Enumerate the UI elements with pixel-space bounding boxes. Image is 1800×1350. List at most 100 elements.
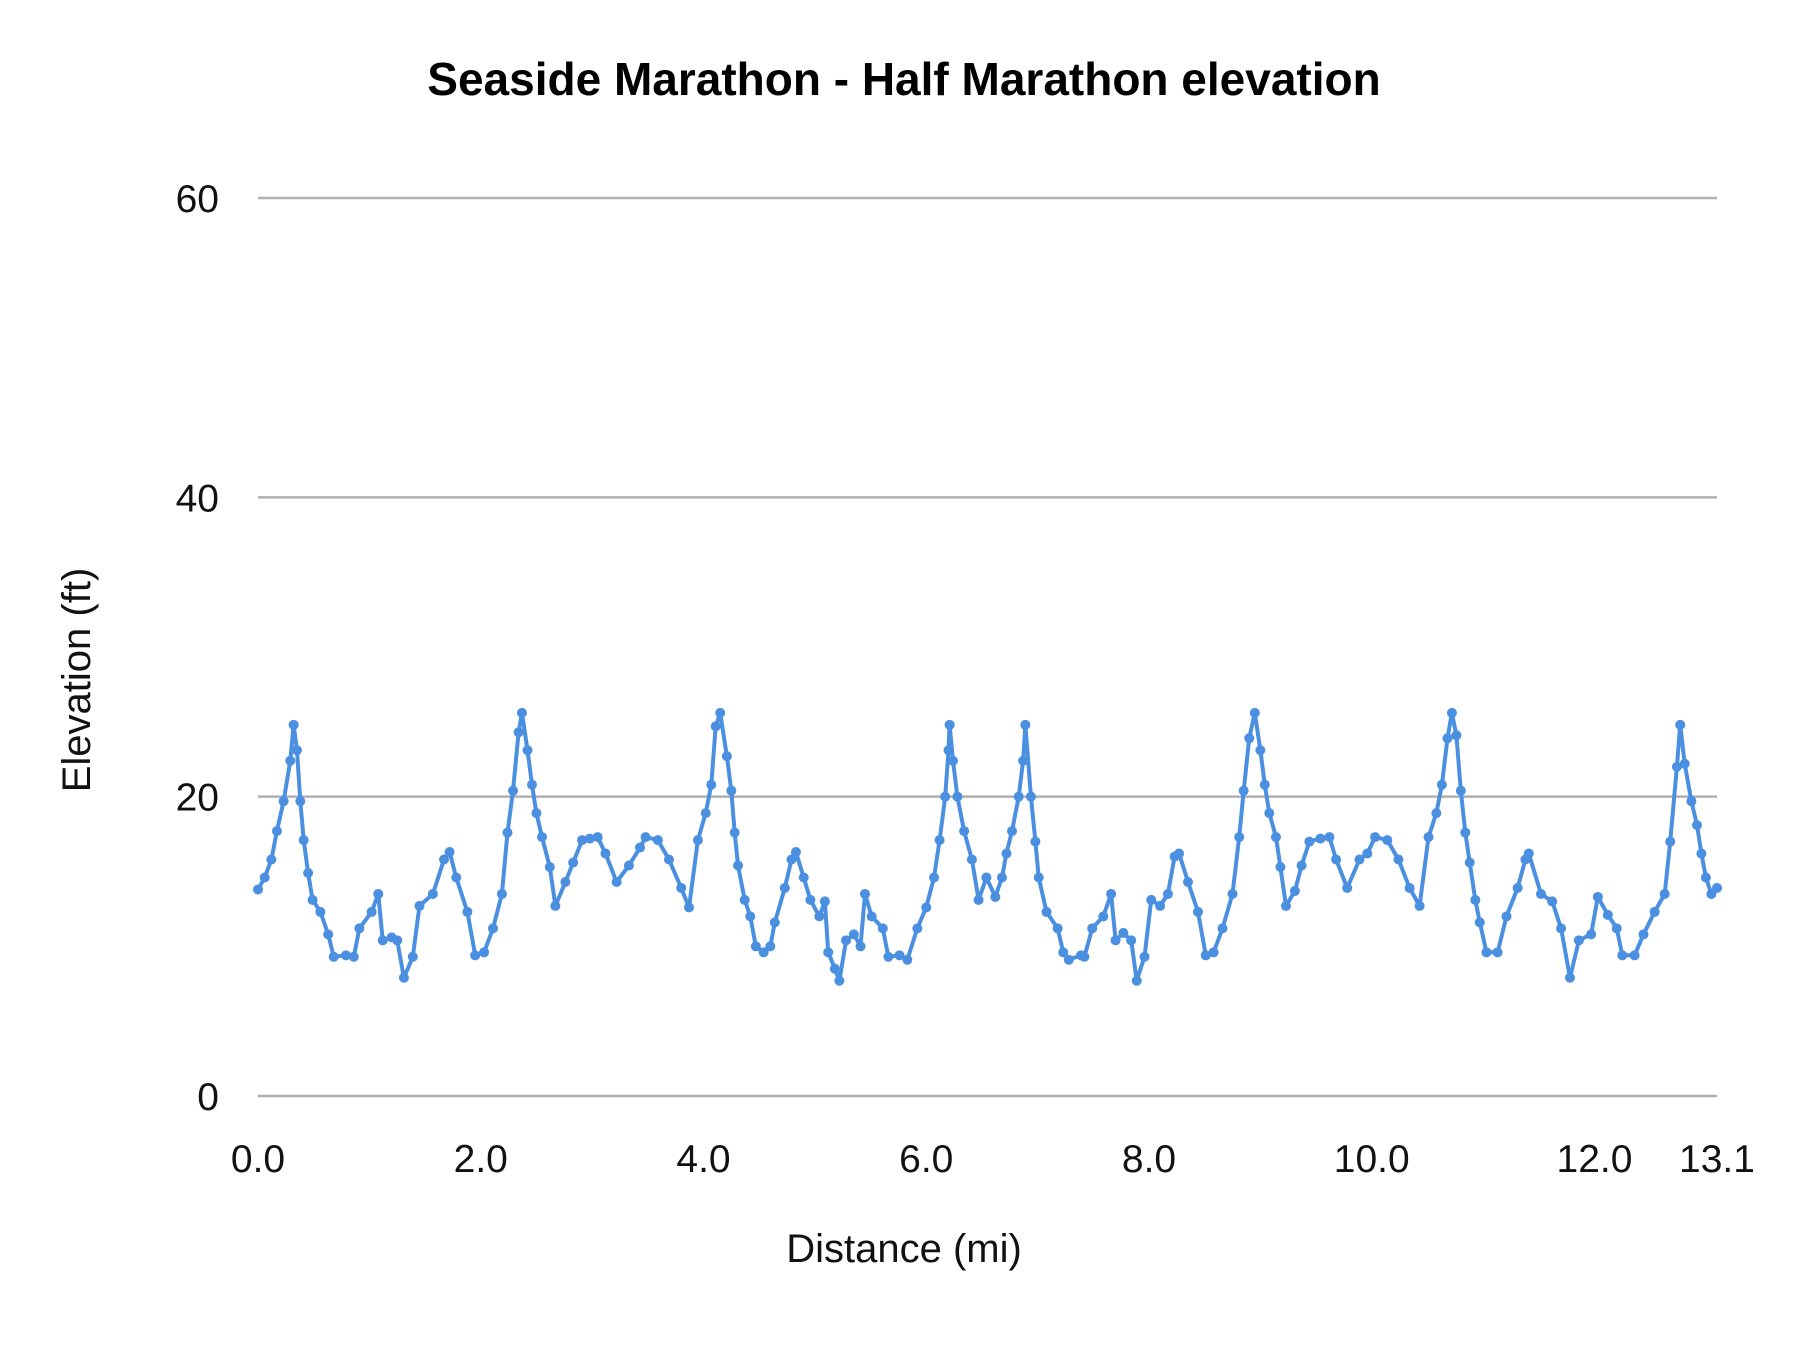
data-point — [1629, 950, 1640, 961]
data-point — [1501, 911, 1512, 922]
data-point — [663, 854, 674, 865]
data-point — [1617, 950, 1628, 961]
data-point — [1110, 935, 1121, 946]
data-point — [877, 923, 888, 934]
data-point — [1264, 808, 1275, 819]
data-point — [1455, 785, 1466, 796]
data-point — [427, 888, 438, 899]
data-point — [366, 906, 377, 917]
data-point — [537, 832, 548, 843]
data-point — [726, 785, 737, 796]
data-point — [990, 891, 1001, 902]
data-point — [1523, 848, 1534, 859]
data-point — [1238, 785, 1249, 796]
data-point — [635, 842, 646, 853]
data-point — [1025, 791, 1036, 802]
data-point — [1007, 826, 1018, 837]
data-point — [1393, 854, 1404, 865]
data-point — [1131, 975, 1142, 986]
x-tick-label: 4.0 — [676, 1138, 730, 1181]
data-point — [1030, 836, 1041, 847]
data-point — [577, 835, 588, 846]
data-point — [348, 951, 359, 962]
elevation-line — [256, 710, 1719, 983]
x-tick-label: 6.0 — [899, 1138, 953, 1181]
data-point — [487, 923, 498, 934]
x-axis-ticks: 0.0 2.0 4.0 6.0 8.0 10.0 12.0 13.1 — [231, 1138, 1755, 1181]
data-point — [973, 894, 984, 905]
data-point — [438, 854, 449, 865]
data-point — [640, 832, 651, 843]
data-point — [921, 902, 932, 913]
y-tick-label: 40 — [176, 477, 219, 520]
data-point — [470, 950, 481, 961]
data-point — [266, 854, 277, 865]
data-point — [508, 785, 519, 796]
data-point — [1414, 900, 1425, 911]
data-point — [1671, 761, 1682, 772]
data-point — [1547, 896, 1558, 907]
data-point — [750, 941, 761, 952]
x-tick-label: 12.0 — [1557, 1138, 1633, 1181]
data-point — [1227, 888, 1238, 899]
y-tick-label: 0 — [197, 1076, 219, 1119]
data-point — [894, 950, 905, 961]
data-point — [623, 860, 634, 871]
data-point — [531, 808, 542, 819]
data-point — [934, 835, 945, 846]
data-point — [253, 884, 263, 895]
data-point — [1700, 872, 1711, 883]
data-point — [298, 835, 309, 846]
data-point — [1304, 836, 1315, 847]
data-point — [611, 876, 622, 887]
data-point — [584, 833, 595, 844]
y-tick-label: 20 — [176, 777, 219, 820]
y-axis-ticks: 0 20 40 60 — [176, 178, 219, 1119]
data-point — [834, 975, 845, 986]
data-point — [288, 719, 299, 730]
data-point — [291, 745, 302, 756]
data-point — [706, 779, 717, 790]
data-point — [700, 808, 711, 819]
data-point — [1192, 906, 1203, 917]
data-point — [1139, 951, 1150, 962]
data-point — [1431, 808, 1442, 819]
data-point — [1001, 848, 1012, 859]
data-point — [1063, 954, 1074, 965]
data-point — [1249, 707, 1260, 718]
data-point — [1244, 733, 1255, 744]
data-point — [550, 900, 561, 911]
data-point — [1370, 832, 1381, 843]
data-point — [1324, 832, 1335, 843]
data-point — [1649, 906, 1660, 917]
data-point — [526, 779, 537, 790]
data-point — [733, 860, 744, 871]
data-point — [1464, 857, 1475, 868]
data-point — [1041, 906, 1052, 917]
data-point — [451, 872, 462, 883]
data-point — [1686, 796, 1697, 807]
data-point — [560, 876, 571, 887]
data-point — [710, 721, 721, 732]
data-point — [1217, 923, 1228, 934]
data-point — [1275, 862, 1286, 873]
data-point — [1315, 833, 1326, 844]
data-point — [940, 791, 951, 802]
data-point — [790, 847, 801, 858]
data-point — [392, 935, 403, 946]
data-point — [1296, 860, 1307, 871]
data-point — [952, 791, 963, 802]
data-point — [1602, 909, 1613, 920]
data-point — [819, 896, 830, 907]
data-point — [1331, 854, 1342, 865]
data-point — [959, 826, 970, 837]
data-point — [929, 872, 940, 883]
data-point — [758, 947, 769, 958]
data-point — [996, 872, 1007, 883]
data-point — [866, 911, 877, 922]
data-point — [779, 882, 790, 893]
data-point — [278, 796, 289, 807]
data-point — [805, 894, 816, 905]
data-point — [676, 882, 687, 893]
data-point — [1536, 888, 1547, 899]
